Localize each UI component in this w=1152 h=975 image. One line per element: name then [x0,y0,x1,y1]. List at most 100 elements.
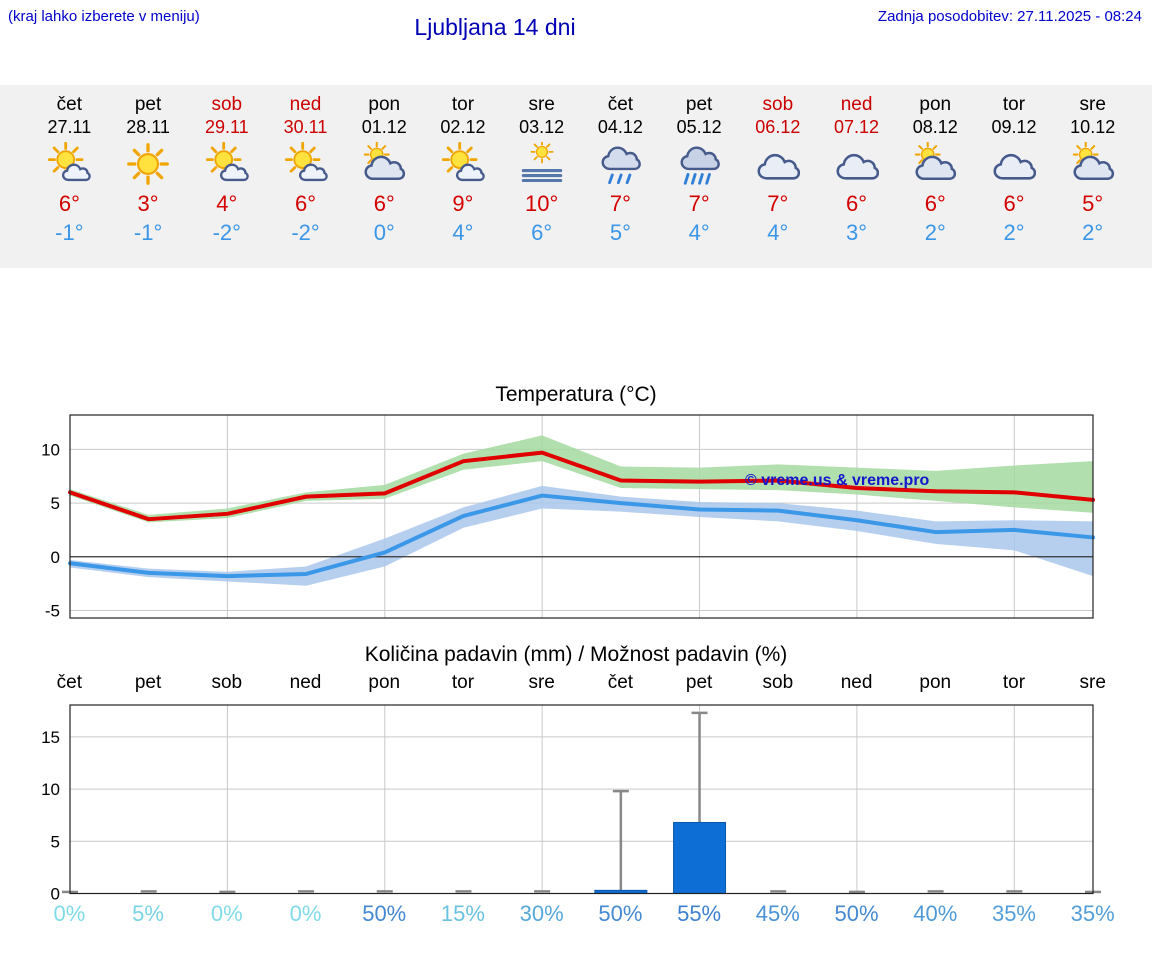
min-temperature: -1° [55,220,84,245]
min-temperature: -2° [212,220,241,245]
max-temperature: 6° [58,191,80,216]
plot-border [69,704,1094,895]
min-temperature: -1° [133,220,163,245]
forecast-day-column[interactable]: tor 02.12 9° 4° [424,94,503,249]
min-temperature-line [68,493,1095,579]
forecast-day-column[interactable]: ned 07.12 6° 3° [817,94,896,249]
precipitation-probability: 35% [991,901,1036,926]
rain-icon [595,142,645,186]
cloud-icon [832,142,882,186]
max-temperature: 7° [767,191,789,216]
max-temperature: 6° [1003,191,1025,216]
max-temperature: 9° [452,191,474,216]
precipitation-probability: 5% [132,901,164,926]
sun-cloud-icon [44,142,94,186]
watermark-text: © vreme.us & vreme.pro [745,472,930,489]
forecast-day-column[interactable]: sob 29.11 4° -2° [187,94,266,249]
day-date: 28.11 [126,117,170,137]
forecast-day-column[interactable]: čet 04.12 7° 5° [581,94,660,249]
forecast-day-column[interactable]: sob 06.12 7° 4° [738,94,817,249]
day-date: 06.12 [755,117,801,137]
forecast-day-column[interactable]: pon 01.12 6° 0° [345,94,424,249]
day-date: 10.12 [1070,117,1116,137]
forecast-day-column[interactable]: pon 08.12 6° 2° [896,94,975,249]
max-temperature: 6° [373,191,395,216]
precipitation-probability: 45% [755,901,800,926]
cloud-sun-icon [359,142,409,186]
max-temperature-line [68,450,1095,522]
cloud-icon [989,142,1039,186]
day-label: sob [211,672,243,693]
precipitation-day-labels: čet pet sob ned pon tor sre čet pet sob ned pon tor s… [30,672,1132,694]
cloud-icon [753,142,803,186]
min-temperature: 2° [924,220,946,245]
day-name: čet [607,94,634,115]
day-label: čet [56,672,83,693]
last-update: Zadnja posodobitev: 27.11.2025 - 08:24 [877,8,1142,25]
precipitation-probability: 50% [834,901,879,926]
max-temperature: 6° [294,191,317,216]
day-label: pon [919,672,952,693]
precipitation-chart: 0 5 10 15 [41,704,1101,904]
min-temperature: 4° [688,220,710,245]
day-label: čet [607,672,634,693]
forecast-day-column[interactable]: sre 10.12 5° 2° [1053,94,1132,249]
day-name: ned [840,94,873,115]
day-name: čet [56,94,83,115]
day-label: ned [840,672,873,693]
precipitation-probability: 0% [53,901,86,926]
day-name: sob [211,94,243,115]
day-label: sob [762,672,794,693]
day-label: pet [134,672,162,693]
precipitation-probability-row: 0% 5% 0% 0% 50% 15% 30% 50% 55% 45% 50% 40% 35% 35% [30,901,1132,927]
plot-border [69,414,1094,619]
y-axis-label: 15 [41,728,60,747]
day-label: sre [528,672,555,693]
day-date: 08.12 [912,117,958,137]
day-name: tor [451,94,475,115]
forecast-strip-grid: čet 27.11 6° -1° pet 28.11 3° -1° sob 29.11 4° -2° n… [30,94,1132,249]
sun-cloud-icon [438,142,488,186]
day-date: 30.11 [283,117,328,137]
temperature-chart: -5 0 5 10 © vreme.us & vreme.pro [41,414,1095,620]
precipitation-bar [673,821,727,894]
menu-hint: (kraj lahko izberete v meniju) [8,8,200,25]
day-date: 02.12 [440,117,486,137]
day-label: tor [1002,672,1026,693]
min-temperature: 5° [609,220,631,245]
max-temperature: 6° [924,191,946,216]
max-temperature: 4° [216,191,238,216]
min-temperature: 0° [373,220,395,245]
day-name: sre [528,94,555,115]
page-title: Ljubljana 14 dni [414,14,576,40]
day-name: pet [134,94,162,115]
forecast-day-column[interactable]: pet 05.12 7° 4° [660,94,739,249]
forecast-day-column[interactable]: pet 28.11 3° -1° [109,94,188,249]
precipitation-probability: 0% [210,901,243,926]
day-date: 04.12 [597,117,643,137]
fog-icon [517,142,567,186]
day-name: pon [368,94,401,115]
precipitation-probability: 35% [1070,901,1115,926]
y-axis-label: 0 [51,885,60,904]
forecast-day-column[interactable]: sre 03.12 10° 6° [502,94,581,249]
day-name: pon [919,94,952,115]
y-axis-label: 5 [51,832,60,851]
forecast-day-column[interactable]: tor 09.12 6° 2° [975,94,1054,249]
precipitation-probability: 50% [598,901,643,926]
day-date: 03.12 [519,117,565,137]
precipitation-probability: 15% [440,901,485,926]
precipitation-probability: 30% [519,901,564,926]
sun-cloud-icon [202,142,252,186]
forecast-day-column[interactable]: čet 27.11 6° -1° [30,94,109,249]
forecast-day-column[interactable]: ned 30.11 6° -2° [266,94,345,249]
cloud-sun-icon [910,142,960,186]
day-date: 27.11 [47,117,92,137]
y-axis-label: -5 [45,601,60,620]
day-label: ned [289,672,322,693]
max-temperature-range-band [70,435,1093,523]
max-temperature: 10° [525,191,559,216]
plot-background [70,415,1093,618]
day-name: sre [1079,94,1106,115]
